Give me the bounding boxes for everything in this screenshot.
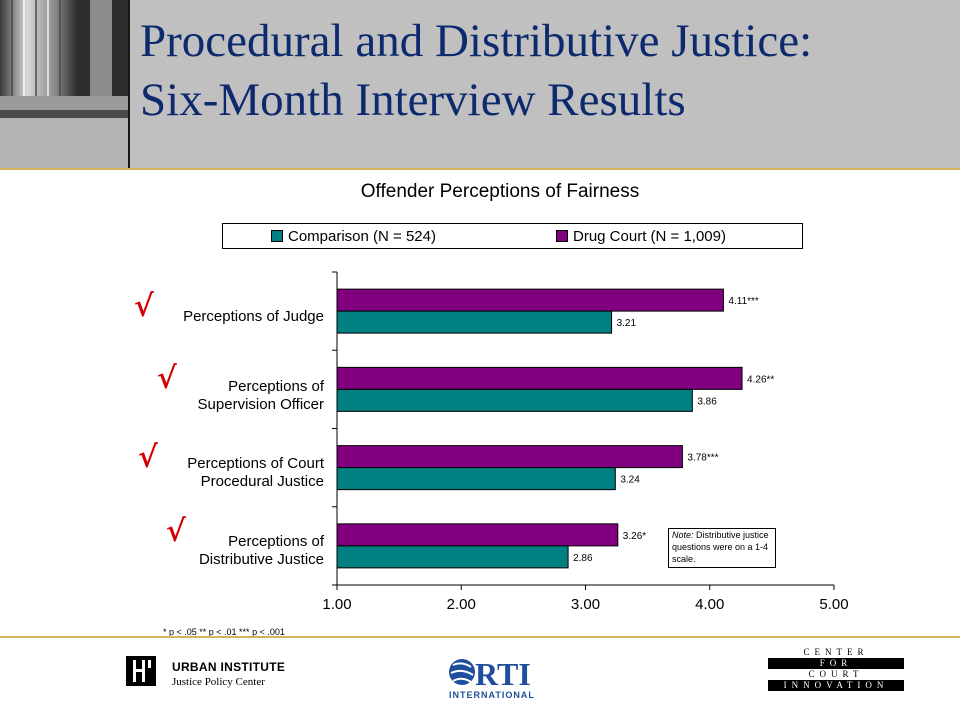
- note-label: Note:: [672, 530, 694, 540]
- note-text: Distributive justice questions were on a…: [672, 530, 769, 564]
- significance-footnote: * p < .05 ** p < .01 *** p < .001: [163, 627, 285, 637]
- rti-sub: INTERNATIONAL: [449, 690, 535, 700]
- category-label-line: Perceptions of: [228, 533, 324, 550]
- check-icon: √: [134, 289, 154, 324]
- category-label-line: Perceptions of Court: [187, 455, 324, 472]
- urban-institute-name: URBAN INSTITUTE: [172, 660, 286, 674]
- bar-comparison: [336, 310, 613, 334]
- data-label-drug-court: 4.11***: [728, 296, 759, 307]
- check-icon: √: [157, 361, 177, 396]
- slide-header: Procedural and Distributive Justice: Six…: [0, 0, 960, 168]
- header-divider: [0, 168, 960, 170]
- bar-drug-court: [336, 366, 743, 390]
- chart-title: Offender Perceptions of Fairness: [360, 181, 640, 202]
- bar-drug-court: [336, 288, 724, 312]
- category-label-distributive: Perceptions of Distributive Justice: [24, 533, 324, 569]
- cci-line: FOR: [768, 658, 904, 669]
- chart-legend: Comparison (N = 524) Drug Court (N = 1,0…: [222, 223, 803, 249]
- data-label-comparison: 3.21: [617, 318, 637, 329]
- category-label-supervision: Perceptions of Supervision Officer: [24, 378, 324, 414]
- footer-divider: [0, 636, 960, 638]
- data-label-drug-court: 3.26*: [623, 531, 646, 542]
- legend-label-comparison: Comparison (N = 524): [288, 227, 436, 245]
- urban-institute-logo-icon: [126, 656, 156, 686]
- category-label-line: Procedural Justice: [200, 473, 324, 490]
- data-label-comparison: 3.24: [620, 475, 640, 486]
- scale-note: Note: Distributive justice questions wer…: [668, 528, 776, 568]
- category-label-line: Distributive Justice: [198, 551, 324, 568]
- bar-comparison: [336, 388, 693, 412]
- cci-line: COURT: [768, 669, 904, 680]
- data-label-comparison: 2.86: [573, 553, 593, 564]
- title-line-1: Procedural and Distributive Justice:: [140, 15, 813, 67]
- bar-drug-court: [336, 445, 683, 469]
- category-label-line: Perceptions of Judge: [183, 308, 324, 325]
- legend-item-drug-court: Drug Court (N = 1,009): [556, 227, 726, 245]
- columns-image: [0, 0, 128, 168]
- x-tick-label: 1.00: [322, 596, 351, 613]
- bar-drug-court: [336, 523, 619, 547]
- legend-item-comparison: Comparison (N = 524): [271, 227, 436, 245]
- justice-policy-center: Justice Policy Center: [172, 676, 265, 688]
- legend-swatch-comparison: [271, 230, 283, 242]
- columns-photo: [0, 0, 130, 168]
- x-tick-label: 3.00: [571, 596, 600, 613]
- category-label-line: Supervision Officer: [197, 396, 324, 413]
- data-label-comparison: 3.86: [697, 396, 717, 407]
- legend-label-drug-court: Drug Court (N = 1,009): [573, 227, 726, 245]
- title-line-2: Six-Month Interview Results: [140, 74, 686, 126]
- category-label-judge: Perceptions of Judge: [24, 308, 324, 326]
- cci-line: INNOVATION: [768, 680, 904, 691]
- slide-title: Procedural and Distributive Justice: Six…: [140, 12, 955, 130]
- x-tick-label: 5.00: [819, 596, 848, 613]
- check-icon: √: [166, 514, 186, 549]
- x-tick-label: 2.00: [447, 596, 476, 613]
- legend-swatch-drug-court: [556, 230, 568, 242]
- category-label-procedural: Perceptions of Court Procedural Justice: [24, 455, 324, 491]
- category-label-line: Perceptions of: [228, 378, 324, 395]
- x-tick-label: 4.00: [695, 596, 724, 613]
- rti-name: RTI: [475, 656, 531, 692]
- bar-comparison: [336, 545, 569, 569]
- center-for-court-innovation-logo: CENTER FOR COURT INNOVATION: [768, 647, 904, 693]
- cci-line: CENTER: [768, 647, 904, 658]
- bar-comparison: [336, 467, 616, 491]
- rti-logo: RTI INTERNATIONAL: [449, 656, 535, 700]
- data-label-drug-court: 3.78***: [687, 453, 718, 464]
- data-label-drug-court: 4.26**: [747, 374, 774, 385]
- check-icon: √: [138, 440, 158, 475]
